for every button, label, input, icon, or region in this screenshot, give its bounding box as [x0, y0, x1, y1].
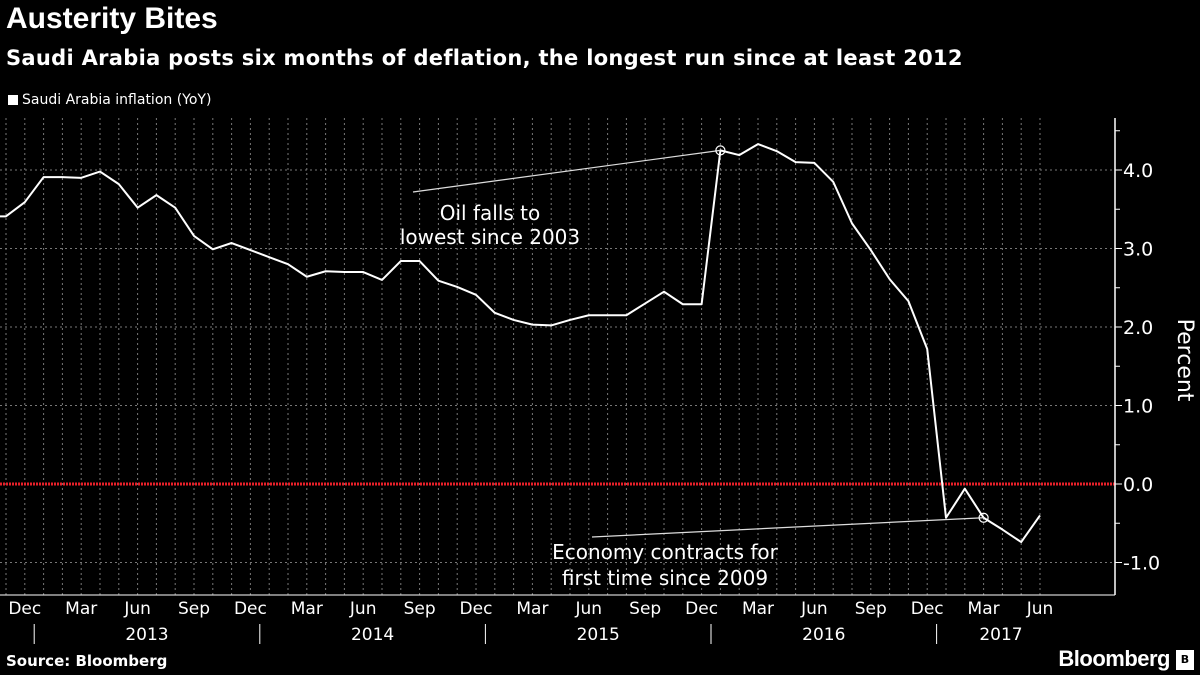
x-tick-label: Dec [460, 599, 493, 619]
year-label: 2017 [979, 625, 1022, 645]
annotation-text: Economy contracts for [552, 540, 779, 564]
x-tick-label: Jun [349, 599, 377, 619]
x-tick-label: Jun [1026, 599, 1054, 619]
legend-swatch [8, 95, 18, 105]
y-tick-label: 1.0 [1123, 396, 1153, 418]
bloomberg-logo: Bloomberg [1058, 646, 1170, 671]
y-tick-label: 0.0 [1123, 474, 1153, 496]
x-tick-label: Mar [516, 599, 548, 619]
chart-title: Austerity Bites [6, 2, 218, 35]
y-tick-label: 4.0 [1123, 160, 1153, 182]
x-tick-label: Sep [629, 599, 661, 619]
annotation-leader-line [412, 149, 721, 193]
year-label: 2015 [577, 625, 620, 645]
y-axis-label: Percent [1172, 319, 1197, 402]
x-tick-label: Mar [291, 599, 323, 619]
inflation-series-line [0, 143, 1041, 544]
legend: Saudi Arabia inflation (YoY) [8, 92, 211, 108]
x-tick-label: Jun [800, 599, 828, 619]
x-tick-label: Sep [855, 599, 887, 619]
x-tick-label: Sep [178, 599, 210, 619]
year-label: 2013 [125, 625, 168, 645]
x-tick-label: Jun [123, 599, 151, 619]
annotation-text: first time since 2009 [562, 566, 768, 590]
x-tick-label: Sep [404, 599, 436, 619]
x-tick-label: Dec [234, 599, 267, 619]
annotation-text: Oil falls to [440, 201, 540, 225]
source-note: Source: Bloomberg [6, 652, 168, 670]
annotation-leader-line [591, 517, 984, 538]
x-tick-label: Jun [575, 599, 603, 619]
x-tick-label: Dec [685, 599, 718, 619]
annotation-text: lowest since 2003 [400, 225, 580, 249]
year-label: 2014 [351, 625, 394, 645]
y-tick-label: 2.0 [1123, 317, 1153, 339]
chart-subtitle: Saudi Arabia posts six months of deflati… [6, 46, 963, 70]
y-tick-label: -1.0 [1123, 553, 1160, 575]
x-tick-label: Mar [968, 599, 1000, 619]
x-tick-label: Mar [742, 599, 774, 619]
legend-label: Saudi Arabia inflation (YoY) [22, 92, 212, 108]
x-tick-label: Dec [8, 599, 41, 619]
y-tick-label: 3.0 [1123, 239, 1153, 261]
annotation-marker [715, 145, 726, 156]
bloomberg-logo-icon: B [1176, 650, 1194, 670]
year-label: 2016 [802, 625, 845, 645]
x-tick-label: Mar [65, 599, 97, 619]
annotation-marker [978, 512, 989, 523]
x-tick-label: Dec [911, 599, 944, 619]
